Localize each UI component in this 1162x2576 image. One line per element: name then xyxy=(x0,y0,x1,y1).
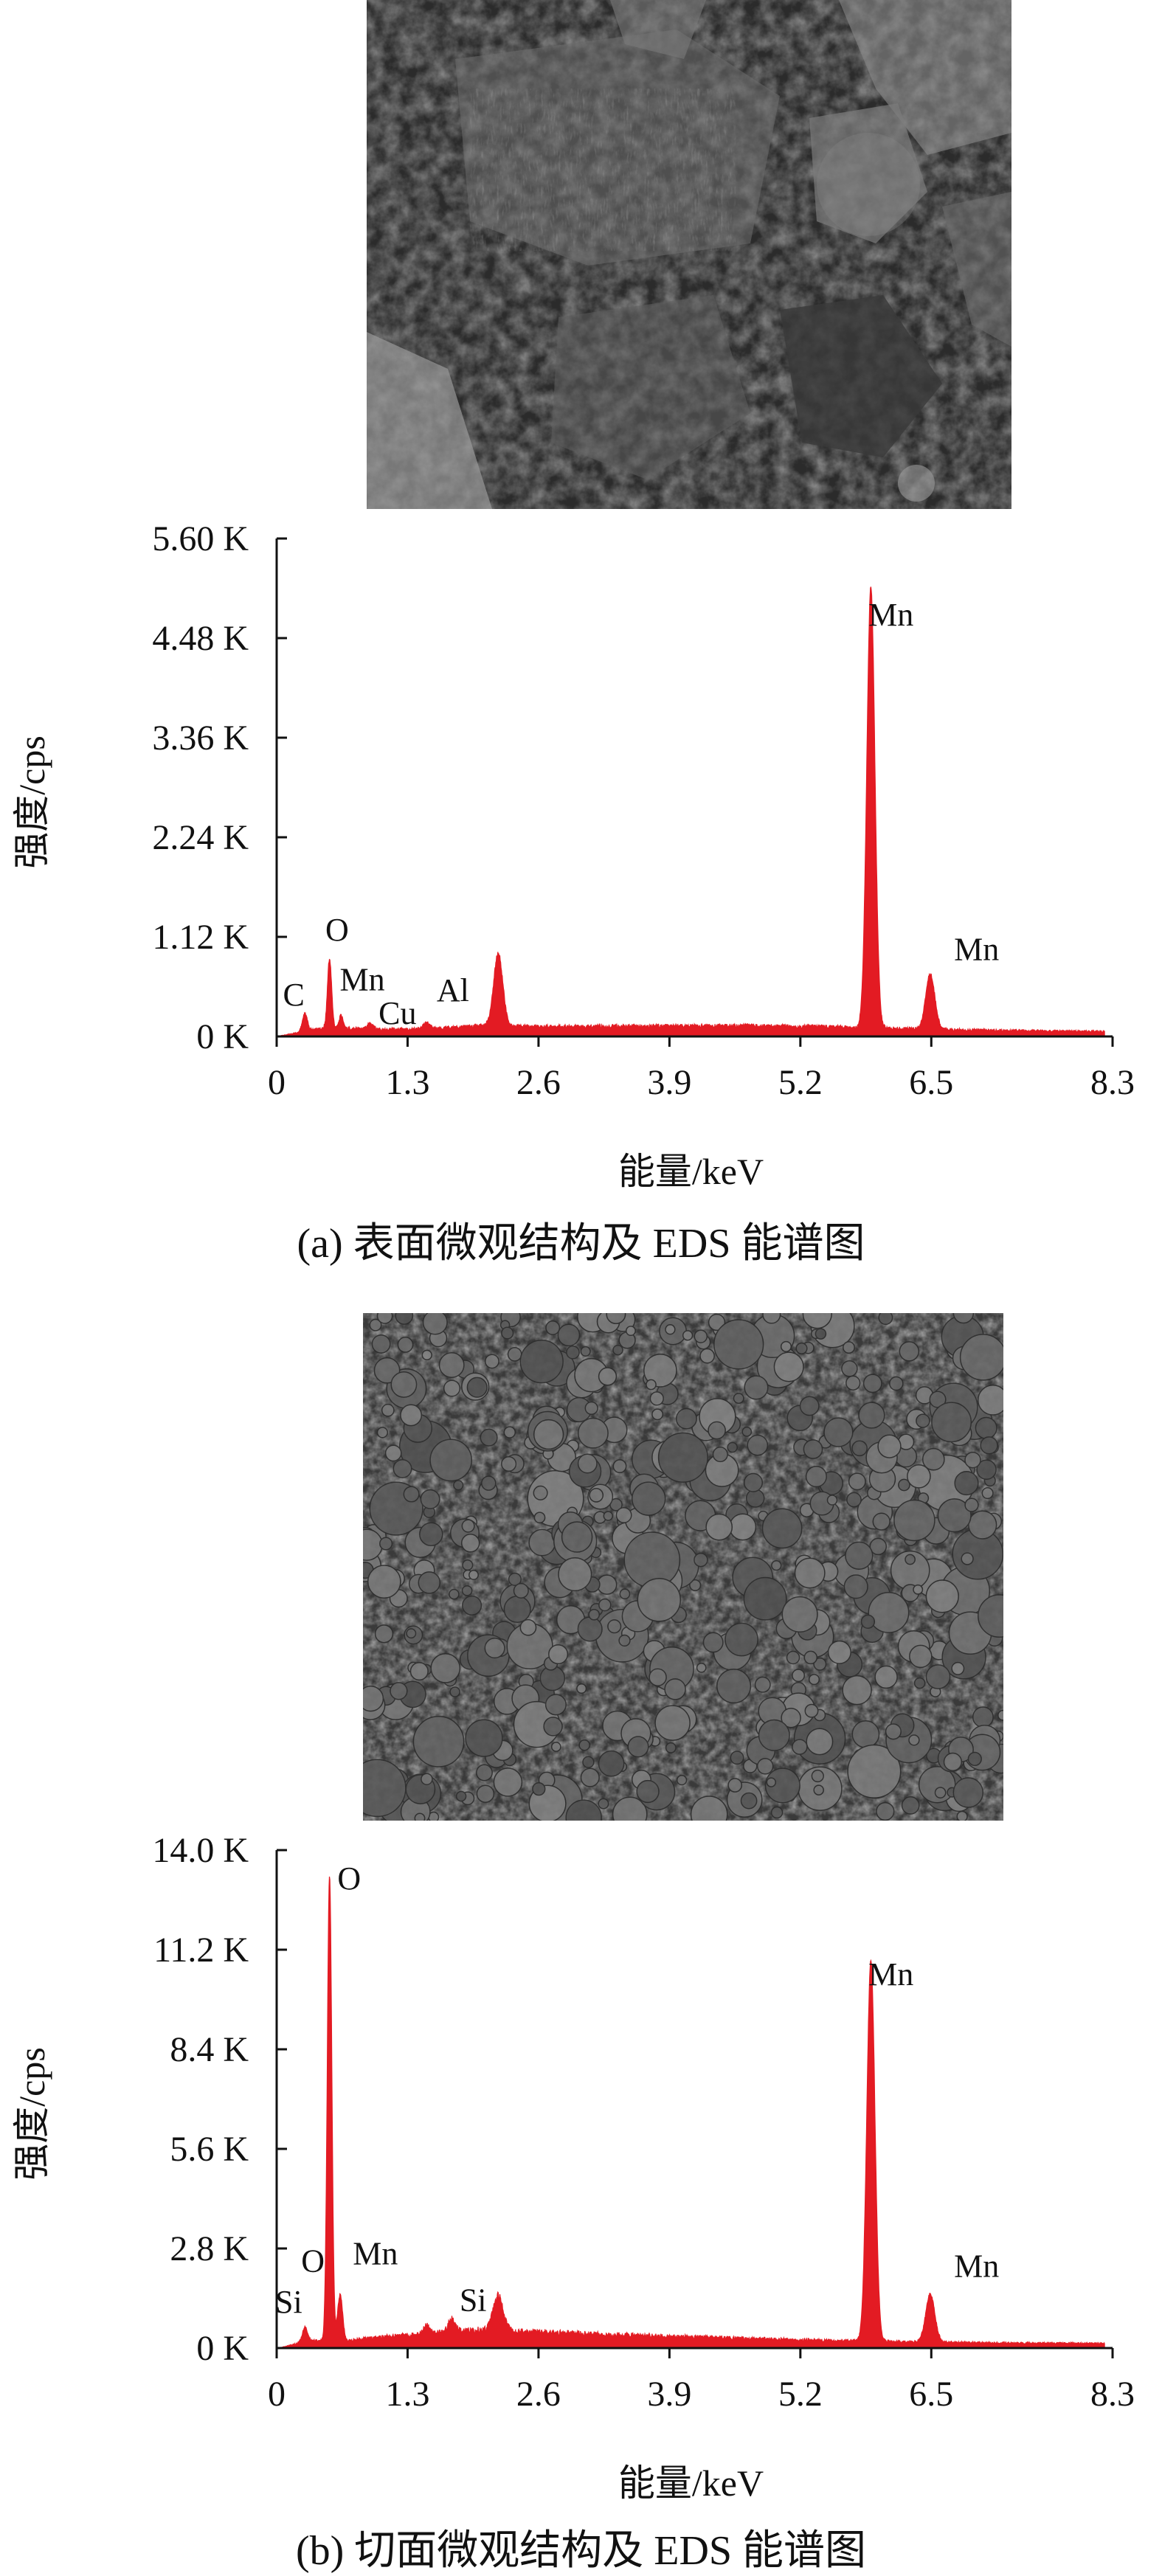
peak-label: Mn xyxy=(868,1956,913,1992)
y-tick-label: 5.6 K xyxy=(170,2130,249,2169)
y-tick-label: 5.60 K xyxy=(152,519,249,558)
peak-label: Mn xyxy=(353,2236,398,2272)
peak-label: O xyxy=(325,912,349,948)
spectrum-area xyxy=(280,586,1105,1037)
x-tick-label: 1.3 xyxy=(385,2375,429,2414)
eds-chart-a: 0 1.3 2.6 3.9 5.2 6.5 8.3 0 K 1.12 K 2.24 K 3.36 K… xyxy=(0,516,1162,1210)
x-tick-label: 8.3 xyxy=(1090,1063,1135,1102)
y-tick-label: 14.0 K xyxy=(152,1831,249,1870)
y-axis-title: 强度/cps xyxy=(11,735,52,869)
x-tick-label: 8.3 xyxy=(1090,2375,1135,2414)
caption-a: (a) 表面微观结构及 EDS 能谱图 xyxy=(297,1221,865,1267)
peak-label: C xyxy=(283,977,305,1013)
peak-label: Mn xyxy=(868,597,913,633)
y-tick-label: 3.36 K xyxy=(152,719,249,758)
peak-label: Si xyxy=(275,2284,302,2320)
caption-b: (b) 切面微观结构及 EDS 能谱图 xyxy=(295,2528,867,2574)
peak-label: Mn xyxy=(339,961,384,997)
y-tick-label: 2.24 K xyxy=(152,818,249,857)
peak-label: Al xyxy=(437,972,469,1008)
x-tick-label: 3.9 xyxy=(647,1063,691,1102)
eds-chart-b: 0 1.3 2.6 3.9 5.2 6.5 8.3 0 K 2.8 K 5.6 K 8.4 K 11.… xyxy=(0,1828,1162,2521)
x-tick-label: 3.9 xyxy=(647,2375,691,2414)
x-tick-label: 6.5 xyxy=(909,2375,953,2414)
y-tick-label: 11.2 K xyxy=(153,1931,249,1970)
peak-label: Mn xyxy=(954,931,999,967)
x-axis-title: 能量/keV xyxy=(618,2462,764,2504)
peak-label: O xyxy=(337,1860,361,1897)
y-tick-label: 1.12 K xyxy=(152,918,249,957)
peak-label: Mn xyxy=(954,2248,999,2285)
x-tick-label: 5.2 xyxy=(778,2375,823,2414)
x-tick-label: 6.5 xyxy=(909,1063,953,1102)
y-tick-label: 0 K xyxy=(196,1017,249,1056)
y-tick-label: 2.8 K xyxy=(170,2229,249,2268)
eds-chart-b-svg: 0 1.3 2.6 3.9 5.2 6.5 8.3 0 K 2.8 K 5.6 K 8.4 K 11.… xyxy=(11,1831,1135,2504)
y-axis-title: 强度/cps xyxy=(11,2047,52,2181)
x-tick-label: 2.6 xyxy=(516,2375,561,2414)
peak-label: Cu xyxy=(378,995,416,1031)
x-tick-label: 0 xyxy=(268,2375,286,2414)
x-tick-label: 2.6 xyxy=(516,1063,561,1102)
y-tick-label: 0 K xyxy=(196,2329,249,2368)
sem-image-surface xyxy=(367,0,1011,509)
peak-label: O xyxy=(301,2243,325,2279)
x-axis-title: 能量/keV xyxy=(618,1151,764,1192)
peak-label: Si xyxy=(460,2282,487,2318)
x-tick-label: 1.3 xyxy=(385,1063,429,1102)
y-tick-label: 4.48 K xyxy=(152,619,249,658)
eds-chart-a-svg: 0 1.3 2.6 3.9 5.2 6.5 8.3 0 K 1.12 K 2.24 K 3.36 K… xyxy=(11,519,1135,1192)
x-tick-label: 0 xyxy=(268,1063,286,1102)
sem-image-section xyxy=(363,1313,1003,1821)
x-tick-label: 5.2 xyxy=(778,1063,823,1102)
spectrum-area xyxy=(280,1876,1105,2349)
y-tick-label: 8.4 K xyxy=(170,2030,249,2069)
